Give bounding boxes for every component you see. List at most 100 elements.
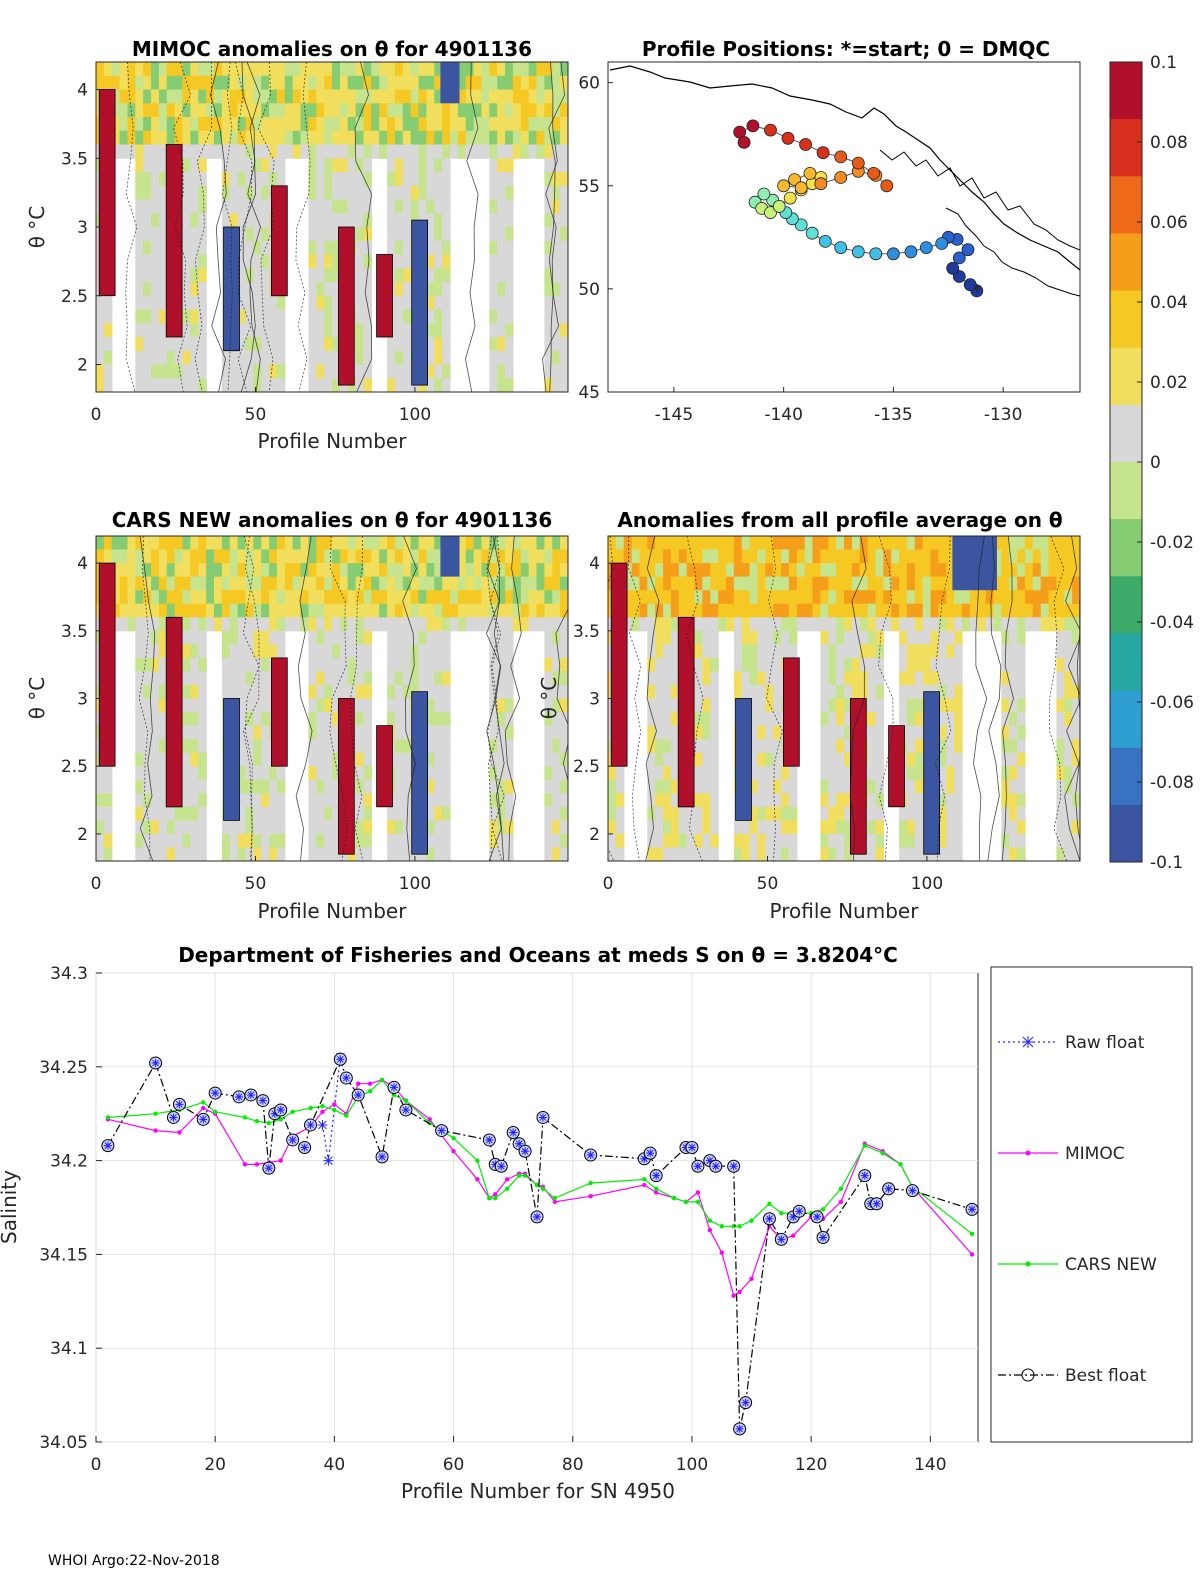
heatmap-cell <box>749 644 759 659</box>
heatmap-cell <box>379 89 388 104</box>
heatmap-cell <box>221 685 231 700</box>
heatmap-cell <box>741 685 751 700</box>
heatmap-cell <box>308 268 317 283</box>
heatmap-cell <box>308 671 317 686</box>
heatmap-cell <box>135 89 144 104</box>
heatmap-cell <box>741 644 751 659</box>
heatmap-cell <box>269 766 278 781</box>
heatmap-cell <box>426 364 435 379</box>
heatmap-cell <box>788 617 798 632</box>
heatmap-cell <box>426 282 435 297</box>
heatmap-cell <box>891 549 900 564</box>
heatmap-cell <box>135 268 144 283</box>
x-tick-label: 120 <box>795 1455 827 1475</box>
heatmap-cell <box>387 657 396 672</box>
heatmap-cell <box>1017 833 1026 848</box>
data-point <box>719 1250 724 1255</box>
heatmap-cell <box>418 103 427 118</box>
heatmap-cell <box>221 378 231 392</box>
heatmap-cell <box>174 549 184 564</box>
heatmap-cell <box>828 779 837 794</box>
heatmap-cell <box>1017 685 1026 700</box>
heatmap-cell <box>741 833 751 848</box>
heatmap-cell <box>497 323 506 338</box>
anomaly-strip <box>411 691 429 855</box>
heatmap-cell <box>914 603 924 618</box>
heatmap-cell <box>300 117 309 132</box>
heatmap-cell <box>505 199 514 214</box>
heatmap-cell <box>182 549 191 564</box>
heatmap-cell <box>512 603 522 618</box>
heatmap-cell <box>426 739 435 754</box>
data-point <box>172 1097 186 1111</box>
heatmap-cell <box>347 75 357 91</box>
heatmap-cell <box>182 725 191 740</box>
heatmap-cell <box>426 712 435 727</box>
heatmap-cell <box>946 603 955 618</box>
anomaly-strip <box>923 691 941 855</box>
data-point <box>791 1233 796 1238</box>
heatmap-cell <box>316 240 325 256</box>
heatmap-cell <box>1048 576 1057 591</box>
heatmap-cell <box>694 590 703 605</box>
heatmap-cell <box>867 630 877 645</box>
heatmap-cell <box>300 62 309 77</box>
colorbar-tick-label: -0.06 <box>1150 693 1194 713</box>
colorbar-tick-label: 0.04 <box>1150 293 1188 313</box>
heatmap-cell <box>875 752 884 767</box>
heatmap-cell <box>135 806 144 821</box>
heatmap-cell <box>749 793 759 808</box>
heatmap-cell <box>158 536 168 551</box>
heatmap-cell <box>1009 644 1018 659</box>
heatmap-cell <box>316 847 325 861</box>
heatmap-cell <box>426 117 435 132</box>
heatmap-cell <box>473 130 483 146</box>
heatmap-cell <box>324 62 333 77</box>
heatmap-cell <box>158 549 168 564</box>
heatmap-cell <box>473 549 483 564</box>
heatmap-cell <box>473 103 483 118</box>
heatmap-cell <box>379 603 388 618</box>
heatmap-cell <box>261 227 270 242</box>
heatmap-cell <box>647 603 656 618</box>
heatmap-cell <box>190 350 199 366</box>
heatmap-cell <box>308 739 317 754</box>
heatmap-cell <box>316 309 325 324</box>
heatmap-cell <box>647 698 656 713</box>
heatmap-cell <box>1009 833 1018 848</box>
heatmap-cell <box>332 657 341 672</box>
heatmap-cell <box>481 536 490 551</box>
heatmap-cell <box>198 590 207 605</box>
heatmap-cell <box>820 617 829 632</box>
heatmap-cell <box>339 590 349 605</box>
heatmap-cell <box>1017 617 1026 632</box>
heatmap-cell <box>726 536 735 551</box>
heatmap-cell <box>749 536 759 551</box>
heatmap-cell <box>710 617 719 632</box>
heatmap-cell <box>544 685 553 700</box>
heatmap-cell <box>442 378 451 392</box>
heatmap-cell <box>647 536 656 551</box>
heatmap-cell <box>332 793 341 808</box>
heatmap-cell <box>182 766 191 781</box>
heatmap-cell <box>339 172 349 187</box>
heatmap-cell <box>339 630 349 645</box>
heatmap-cell <box>339 117 349 132</box>
heatmap-cell <box>497 617 506 632</box>
heatmap-cell <box>261 144 270 159</box>
heatmap-cell <box>158 576 168 591</box>
heatmap-cell <box>166 117 176 132</box>
raw-float-star <box>515 1139 524 1148</box>
heatmap-cell <box>497 536 506 551</box>
heatmap-cell <box>906 603 916 618</box>
heatmap-cell <box>158 130 168 146</box>
heatmap-cell <box>489 752 498 767</box>
colorbar-cell <box>1110 633 1142 691</box>
heatmap-cell <box>481 130 490 146</box>
heatmap-cell <box>426 671 435 686</box>
heatmap-cell <box>119 617 129 632</box>
heatmap-cell <box>261 75 270 91</box>
heatmap-cell <box>757 576 766 591</box>
heatmap-cell <box>497 227 506 242</box>
heatmap-cell <box>324 213 333 228</box>
